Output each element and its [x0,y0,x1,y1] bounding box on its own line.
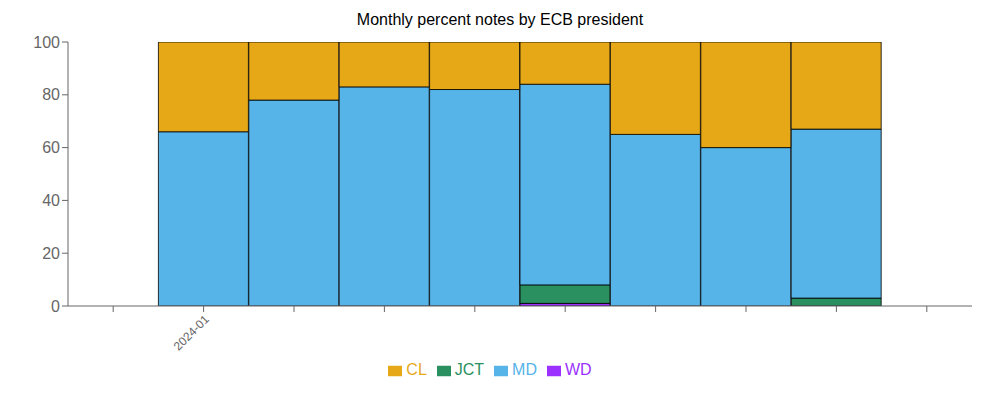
svg-text:0: 0 [51,298,60,315]
svg-text:20: 20 [42,245,60,262]
svg-text:2024-01: 2024-01 [171,312,212,353]
html-text:MD: MD [512,361,537,378]
svg-text:100: 100 [33,34,60,51]
svg-text:80: 80 [42,86,60,103]
html-text:JCT: JCT [454,361,485,378]
html-text:Monthly percent notes by ECB p: Monthly percent notes by ECB president [356,11,644,28]
html-text:CL: CL [406,361,427,378]
html-text:WD: WD [565,361,592,378]
svg-text:40: 40 [42,192,60,209]
svg-text:60: 60 [42,139,60,156]
